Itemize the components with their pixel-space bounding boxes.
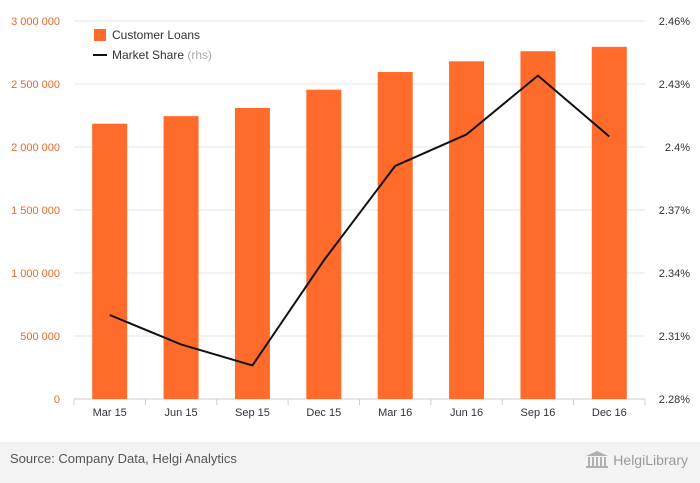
right-tick-label: 2.28% — [659, 394, 690, 406]
source-note: Source: Company Data, Helgi Analytics — [10, 451, 237, 466]
library-building-icon — [586, 451, 609, 468]
bar-dec-16 — [591, 46, 627, 400]
brand-logo: HelgiLibrary — [585, 451, 688, 469]
left-tick-label: 2 000 000 — [11, 142, 60, 154]
left-tick-label: 500 000 — [20, 331, 60, 343]
market-share-line — [109, 74, 610, 367]
bar-jun-15 — [163, 116, 199, 399]
legend: Customer Loans Market Share (rhs) — [93, 28, 212, 62]
right-tick-label: 2.34% — [659, 268, 690, 280]
loan-bars — [92, 46, 627, 400]
right-tick-label: 2.4% — [665, 142, 690, 154]
bar-mar-15 — [92, 123, 128, 399]
right-tick-label: 2.46% — [659, 16, 690, 28]
bar-sep-16 — [520, 51, 556, 400]
left-tick-label: 3 000 000 — [11, 16, 60, 28]
x-axis-ticks: Mar 15 Jun 15 Sep 15 Dec 15 Mar 16 Jun 16 Sep … — [93, 407, 627, 419]
legend-swatch-customer-loans — [94, 29, 106, 41]
right-axis-ticks: 2.28% 2.31% 2.34% 2.37% 2.4% 2.43% 2.46% — [659, 16, 690, 406]
bar-jun-16 — [449, 61, 485, 399]
x-tick-label: Sep 15 — [235, 407, 270, 419]
bar-mar-16 — [377, 72, 413, 399]
left-tick-label: 0 — [54, 394, 60, 406]
x-tick-label: Mar 15 — [93, 407, 127, 419]
x-tick-label: Sep 16 — [521, 407, 556, 419]
bar-sep-15 — [234, 107, 270, 399]
x-tick-label: Dec 15 — [306, 407, 341, 419]
left-tick-label: 2 500 000 — [11, 79, 60, 91]
x-tick-label: Mar 16 — [378, 407, 412, 419]
left-tick-label: 1 500 000 — [11, 205, 60, 217]
legend-label-market-share: Market Share (rhs) — [112, 48, 212, 62]
legend-label-customer-loans: Customer Loans — [112, 28, 200, 42]
x-tick-label: Jun 16 — [450, 407, 483, 419]
right-tick-label: 2.31% — [659, 331, 690, 343]
x-tick-label: Jun 15 — [165, 407, 198, 419]
footer: Source: Company Data, Helgi Analytics He… — [0, 442, 700, 483]
left-axis-ticks: 0 500 000 1 000 000 1 500 000 2 000 000 2 500… — [11, 16, 60, 406]
left-tick-label: 1 000 000 — [11, 268, 60, 280]
market-share-polyline — [109, 74, 610, 367]
right-tick-label: 2.43% — [659, 79, 690, 91]
combo-chart: 0 500 000 1 000 000 1 500 000 2 000 000 2 500… — [11, 16, 690, 419]
x-tick-label: Dec 16 — [592, 407, 627, 419]
right-tick-label: 2.37% — [659, 205, 690, 217]
brand-name: HelgiLibrary — [613, 452, 688, 468]
